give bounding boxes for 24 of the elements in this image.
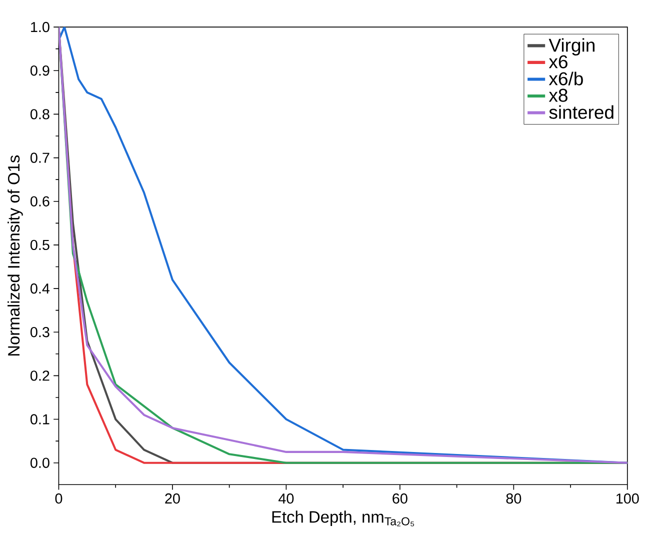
x-tick-label: 100: [616, 493, 639, 504]
y-tick-label: 0.2: [30, 370, 50, 381]
x-tick-label: 0: [55, 493, 62, 504]
y-tick-label: 0.0: [30, 458, 50, 468]
legend-label: x6: [548, 55, 568, 68]
legend-label: x8: [548, 88, 568, 102]
y-tick-label: 0.8: [30, 109, 50, 120]
y-tick-label: 0.1: [30, 414, 50, 424]
y-tick-label: 0.5: [30, 240, 50, 250]
x-tick-label: 40: [278, 493, 294, 504]
y-tick-label: 0.4: [30, 283, 50, 294]
y-tick-label: 0.3: [30, 327, 50, 338]
legend-label: Virgin: [548, 38, 594, 56]
x-tick-label: 80: [506, 493, 522, 504]
y-tick-label: 0.7: [30, 152, 50, 163]
x-tick-label: 20: [165, 493, 180, 504]
y-tick-label: 1.0: [31, 22, 50, 32]
y-tick-label: 0.9: [30, 66, 50, 76]
y-axis-title: Normalized Intensity of O1s: [8, 156, 23, 356]
legend-label: sintered: [549, 105, 614, 119]
x-tick-label: 60: [392, 493, 408, 504]
legend-label: x6/b: [548, 72, 583, 86]
y-tick-label: 0.6: [30, 196, 50, 207]
x-axis-title: Etch Depth, nm$_{Ta₂O₅}$: [272, 510, 414, 526]
